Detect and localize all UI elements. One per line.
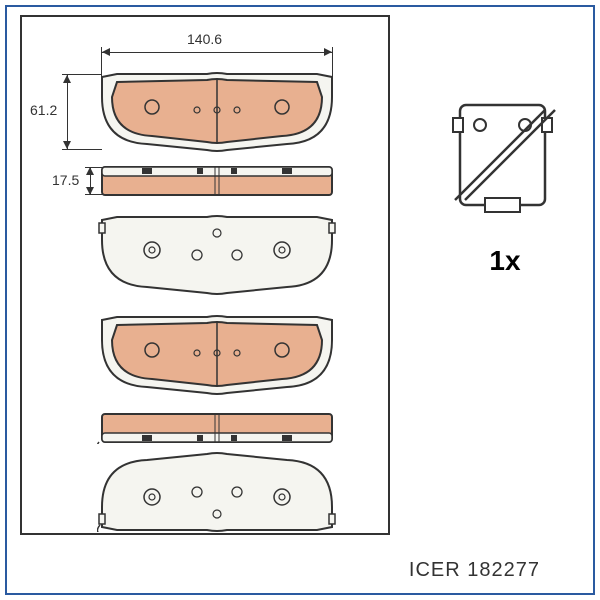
brand-text: ICER: [409, 559, 461, 581]
dim-width-label: 140.6: [187, 31, 222, 47]
dim-height-arrow: [67, 75, 68, 149]
pad-edge-view-2: [97, 412, 337, 444]
accessory-quantity: 1x: [435, 245, 575, 277]
pad-back-plate: [97, 215, 337, 295]
pad-front-face: [97, 72, 337, 152]
accessory-panel: 1x: [435, 90, 575, 300]
pad-back-plate-2: [97, 452, 337, 532]
dim-width-arrow: [102, 52, 332, 53]
dim-thickness-label: 17.5: [52, 172, 79, 188]
dim-height-label: 61.2: [30, 102, 57, 118]
wear-indicator-clip-icon: [435, 90, 575, 230]
product-label: ICER 182277: [409, 559, 540, 582]
part-number-text: 182277: [467, 559, 540, 581]
technical-drawing: 140.6 61.2 17.5: [20, 15, 390, 535]
pad-edge-view-1: [97, 165, 337, 197]
dim-thickness-arrow: [90, 167, 91, 195]
pad-front-face-2: [97, 315, 337, 395]
